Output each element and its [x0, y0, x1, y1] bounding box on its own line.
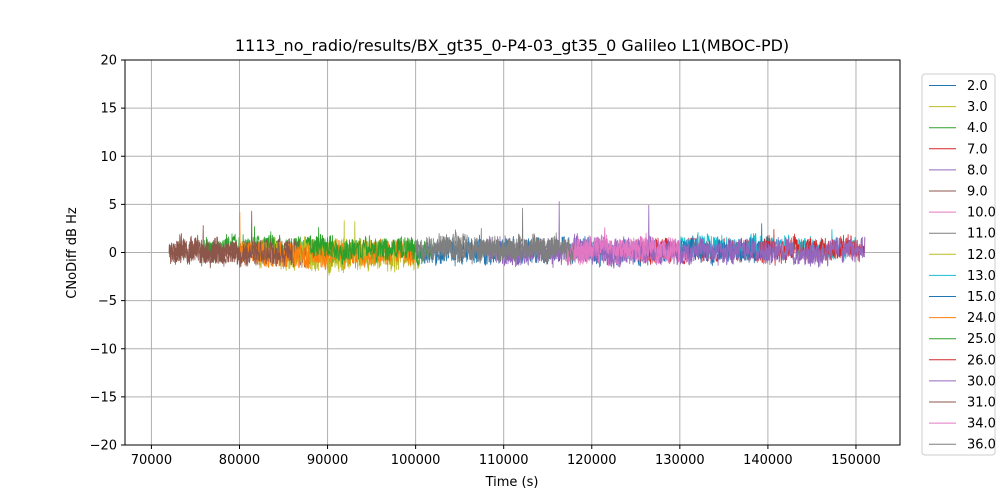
chart-title: 1113_no_radio/results/BX_gt35_0-P4-03_gt…: [235, 36, 789, 56]
legend-label: 3.0: [967, 100, 988, 115]
legend-label: 24.0: [967, 311, 996, 326]
y-axis-label: CNoDiff dB Hz: [65, 207, 80, 299]
legend-label: 36.0: [967, 438, 996, 453]
y-tick-label: −5: [98, 294, 117, 309]
legend-label: 12.0: [967, 248, 996, 263]
x-tick-label: 150000: [831, 453, 881, 468]
y-tick-label: 10: [100, 150, 117, 165]
y-tick-label: −15: [90, 390, 117, 405]
x-tick-label: 130000: [655, 453, 705, 468]
legend-label: 9.0: [967, 185, 988, 200]
legend: 2.0 3.0 4.0 7.0 8.0 9.0 10.0 11.0 12.0 13.0 15.0 24…: [921, 73, 996, 456]
series-line-25-0: [309, 227, 434, 266]
legend-label: 7.0: [967, 142, 988, 157]
y-tick-label: 15: [100, 102, 117, 117]
x-tick-label: 70000: [131, 453, 172, 468]
legend-label: 15.0: [967, 290, 996, 305]
legend-label: 34.0: [967, 417, 996, 432]
x-tick-label: 120000: [567, 453, 617, 468]
legend-label: 4.0: [967, 121, 988, 136]
legend-label: 10.0: [967, 206, 996, 221]
x-axis-label: Time (s): [485, 475, 539, 490]
plot-lines: [168, 201, 866, 276]
legend-label: 25.0: [967, 332, 996, 347]
legend-label: 8.0: [967, 163, 988, 178]
legend-label: 11.0: [967, 227, 996, 242]
axis-ticks: 70000 80000 90000 100000 110000 120000 130000 1…: [90, 54, 881, 469]
x-tick-label: 100000: [391, 453, 441, 468]
legend-label: 26.0: [967, 353, 996, 368]
legend-label: 2.0: [967, 79, 988, 94]
legend-label: 13.0: [967, 269, 996, 284]
legend-label: 31.0: [967, 396, 996, 411]
y-tick-label: 20: [100, 54, 117, 69]
series-line-34-0: [564, 227, 681, 266]
x-tick-label: 110000: [479, 453, 529, 468]
y-tick-label: 5: [109, 198, 117, 213]
series-line-31-0: [168, 225, 293, 269]
y-tick-label: −10: [90, 342, 117, 357]
x-tick-label: 140000: [743, 453, 793, 468]
x-tick-label: 90000: [307, 453, 348, 468]
legend-label: 30.0: [967, 374, 996, 389]
y-tick-label: 0: [109, 246, 117, 261]
series-line-36-0: [415, 228, 575, 265]
x-tick-label: 80000: [219, 453, 260, 468]
y-tick-label: −20: [90, 439, 117, 454]
